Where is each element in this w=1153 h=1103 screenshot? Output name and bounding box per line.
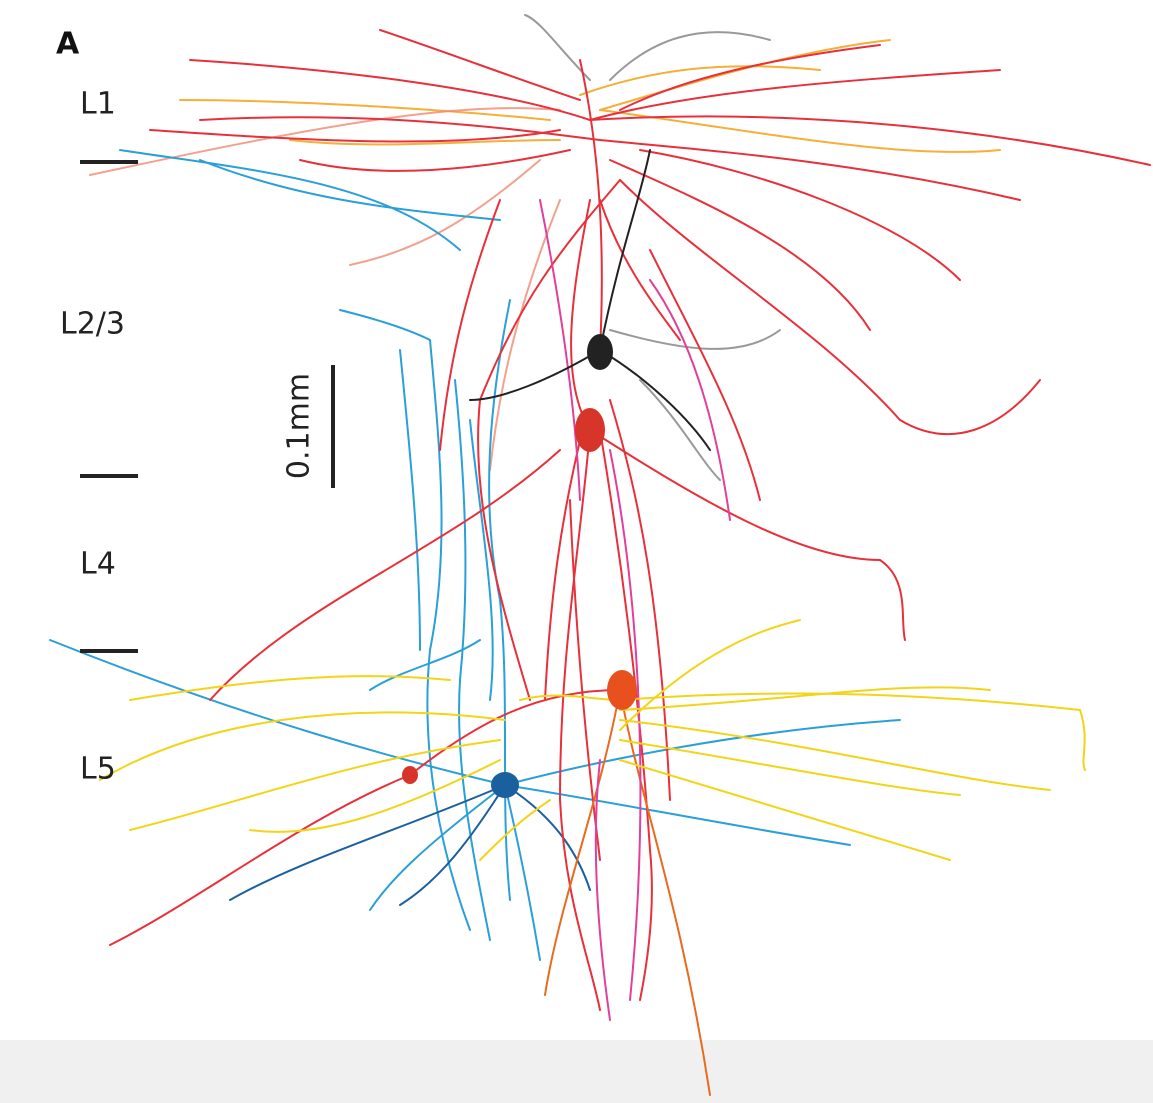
scale-bar-label: 0.1mm [282, 373, 317, 479]
bottom-band [0, 1040, 1153, 1103]
soma [607, 670, 637, 710]
soma [491, 772, 519, 798]
red-neurites [109, 29, 1151, 1011]
yellow-neurites [99, 619, 1086, 861]
black-neurites [469, 149, 711, 451]
magenta-neurites [539, 199, 731, 1021]
orange-red-neurites [544, 689, 711, 1096]
dark-blue-neurites [229, 784, 591, 906]
orange-neurites [179, 39, 1001, 153]
blue-neurites [49, 149, 901, 961]
panel-label: A [56, 27, 80, 62]
salmon-neurites [89, 107, 561, 471]
layer-label: L4 [80, 547, 116, 582]
layer-label: L2/3 [60, 307, 125, 342]
soma [575, 408, 605, 452]
neuron-reconstructions [49, 14, 1151, 1096]
gray-neurites [524, 14, 781, 481]
layer-label: L1 [80, 87, 116, 122]
layer-label: L5 [80, 752, 116, 787]
soma [587, 334, 613, 370]
soma [402, 766, 418, 784]
